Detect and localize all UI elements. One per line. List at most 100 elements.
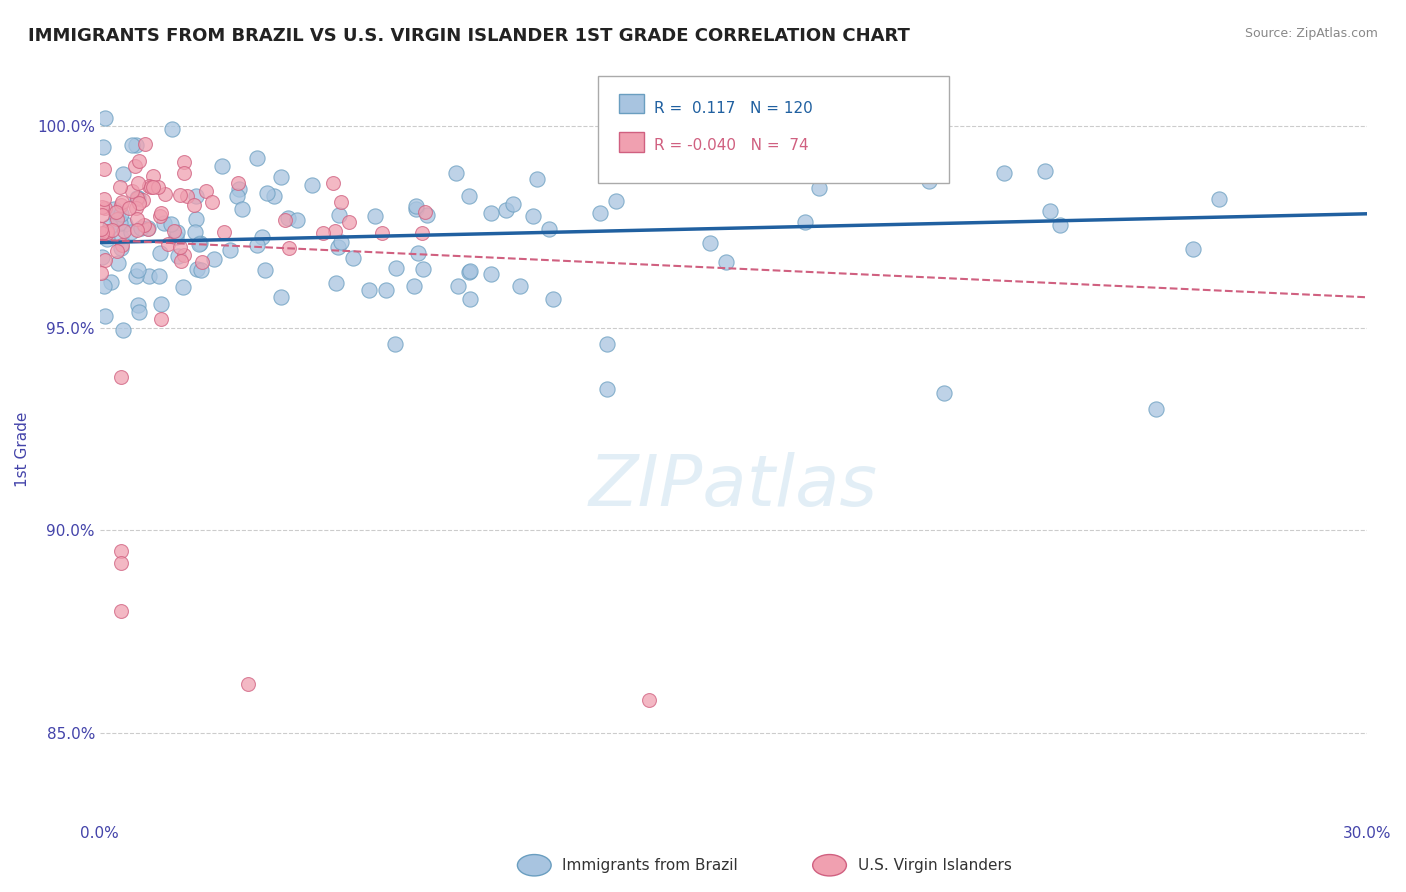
Immigrants from Brazil — [91, 250, 114, 264]
Immigrants from Brazil — [328, 208, 350, 222]
U.S. Virgin Islanders — [637, 693, 659, 707]
Immigrants from Brazil — [127, 191, 149, 205]
U.S. Virgin Islanders — [128, 195, 150, 210]
Immigrants from Brazil — [270, 290, 292, 304]
Immigrants from Brazil — [458, 189, 481, 203]
U.S. Virgin Islanders — [91, 226, 114, 240]
Immigrants from Brazil — [127, 298, 149, 312]
U.S. Virgin Islanders — [169, 240, 191, 254]
Immigrants from Brazil — [184, 188, 207, 202]
U.S. Virgin Islanders — [110, 604, 132, 618]
Immigrants from Brazil — [330, 235, 353, 249]
Immigrants from Brazil — [108, 215, 131, 229]
Immigrants from Brazil — [125, 138, 148, 153]
Immigrants from Brazil — [186, 212, 208, 227]
Immigrants from Brazil — [246, 151, 269, 165]
U.S. Virgin Islanders — [110, 198, 132, 212]
U.S. Virgin Islanders — [136, 221, 159, 235]
Immigrants from Brazil — [263, 189, 285, 203]
U.S. Virgin Islanders — [226, 176, 249, 190]
Immigrants from Brazil — [595, 337, 617, 351]
Immigrants from Brazil — [522, 209, 544, 223]
Immigrants from Brazil — [416, 208, 439, 222]
U.S. Virgin Islanders — [90, 208, 112, 222]
Immigrants from Brazil — [405, 199, 427, 213]
Immigrants from Brazil — [231, 202, 253, 216]
Immigrants from Brazil — [402, 279, 425, 293]
Immigrants from Brazil — [204, 252, 226, 266]
Immigrants from Brazil — [589, 206, 612, 220]
Immigrants from Brazil — [458, 292, 481, 306]
U.S. Virgin Islanders — [125, 191, 148, 205]
Immigrants from Brazil — [104, 211, 127, 225]
Immigrants from Brazil — [138, 268, 160, 283]
U.S. Virgin Islanders — [90, 200, 112, 214]
Immigrants from Brazil — [125, 268, 148, 283]
Immigrants from Brazil — [1181, 242, 1204, 256]
U.S. Virgin Islanders — [201, 194, 224, 209]
Immigrants from Brazil — [111, 167, 134, 181]
Immigrants from Brazil — [495, 202, 517, 217]
Immigrants from Brazil — [699, 235, 721, 250]
Immigrants from Brazil — [110, 242, 132, 256]
U.S. Virgin Islanders — [104, 204, 127, 219]
U.S. Virgin Islanders — [173, 155, 195, 169]
Immigrants from Brazil — [93, 278, 115, 293]
U.S. Virgin Islanders — [141, 180, 163, 194]
Immigrants from Brazil — [447, 278, 470, 293]
Immigrants from Brazil — [190, 262, 212, 277]
U.S. Virgin Islanders — [134, 136, 156, 151]
U.S. Virgin Islanders — [127, 177, 149, 191]
Immigrants from Brazil — [374, 284, 396, 298]
Immigrants from Brazil — [458, 264, 481, 278]
U.S. Virgin Islanders — [110, 556, 132, 570]
U.S. Virgin Islanders — [173, 248, 195, 262]
Immigrants from Brazil — [94, 226, 117, 240]
Text: ZIPatlas: ZIPatlas — [589, 452, 877, 521]
U.S. Virgin Islanders — [124, 159, 146, 173]
Immigrants from Brazil — [228, 182, 250, 196]
Immigrants from Brazil — [153, 216, 176, 230]
U.S. Virgin Islanders — [274, 213, 297, 227]
Immigrants from Brazil — [183, 225, 205, 239]
Immigrants from Brazil — [112, 323, 135, 337]
Immigrants from Brazil — [226, 189, 249, 203]
Immigrants from Brazil — [167, 249, 190, 263]
U.S. Virgin Islanders — [195, 185, 218, 199]
Immigrants from Brazil — [342, 252, 364, 266]
Text: R = -0.040   N =  74: R = -0.040 N = 74 — [654, 138, 808, 153]
Immigrants from Brazil — [1033, 163, 1056, 178]
U.S. Virgin Islanders — [169, 188, 191, 202]
Immigrants from Brazil — [211, 159, 233, 173]
Immigrants from Brazil — [160, 122, 183, 136]
U.S. Virgin Islanders — [93, 162, 115, 177]
U.S. Virgin Islanders — [96, 227, 118, 241]
Immigrants from Brazil — [277, 211, 299, 226]
U.S. Virgin Islanders — [173, 166, 195, 180]
Immigrants from Brazil — [326, 240, 349, 254]
Immigrants from Brazil — [364, 209, 387, 223]
U.S. Virgin Islanders — [125, 223, 148, 237]
Immigrants from Brazil — [605, 194, 627, 208]
U.S. Virgin Islanders — [191, 255, 214, 269]
U.S. Virgin Islanders — [132, 218, 155, 232]
Immigrants from Brazil — [993, 166, 1015, 180]
Immigrants from Brazil — [301, 178, 323, 192]
Immigrants from Brazil — [148, 245, 170, 260]
U.S. Virgin Islanders — [96, 224, 118, 238]
Immigrants from Brazil — [845, 139, 868, 153]
Immigrants from Brazil — [94, 111, 117, 125]
U.S. Virgin Islanders — [150, 206, 173, 220]
Immigrants from Brazil — [538, 222, 561, 236]
U.S. Virgin Islanders — [212, 225, 235, 239]
Immigrants from Brazil — [595, 382, 617, 396]
U.S. Virgin Islanders — [111, 195, 134, 210]
U.S. Virgin Islanders — [323, 224, 346, 238]
Immigrants from Brazil — [256, 186, 278, 201]
Immigrants from Brazil — [934, 385, 956, 400]
U.S. Virgin Islanders — [150, 311, 173, 326]
U.S. Virgin Islanders — [149, 209, 172, 223]
Immigrants from Brazil — [107, 205, 129, 219]
Immigrants from Brazil — [127, 262, 149, 277]
Immigrants from Brazil — [405, 202, 427, 216]
